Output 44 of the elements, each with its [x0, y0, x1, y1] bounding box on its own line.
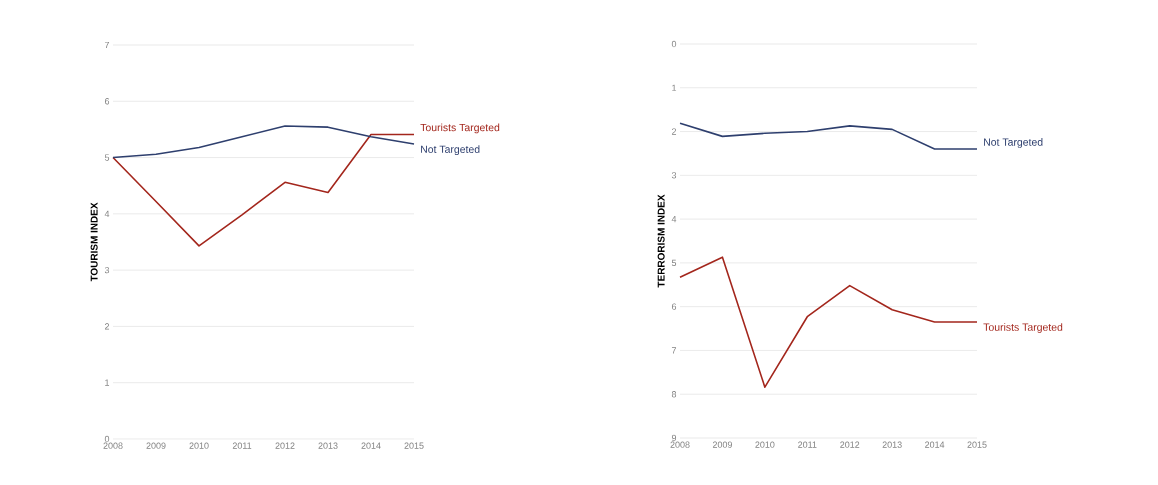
y-tick-label: 3 — [671, 172, 677, 179]
series-label: Tourists Targeted — [420, 123, 500, 134]
x-tick-label: 2013 — [318, 442, 338, 449]
y-tick-label: 0 — [671, 40, 677, 48]
y-tick-label: 5 — [104, 154, 110, 161]
x-tick-label: 2010 — [755, 441, 775, 448]
y-tick-label: 0 — [104, 435, 110, 443]
x-tick-label: 2012 — [275, 442, 295, 449]
x-tick-label: 2012 — [840, 441, 860, 448]
x-tick-label: 2010 — [189, 442, 209, 449]
y-axis-title: TERRORISM INDEX — [657, 194, 665, 288]
y-tick-label: 4 — [104, 210, 110, 217]
y-tick-label: 5 — [671, 259, 677, 267]
y-axis-title: TOURISM INDEX — [90, 202, 98, 282]
line-series — [679, 256, 978, 389]
y-tick-label: 4 — [671, 216, 677, 223]
y-tick-label: 8 — [671, 391, 677, 398]
line-series — [679, 122, 978, 150]
series-label: Not Targeted — [984, 138, 1043, 148]
y-tick-label: 3 — [104, 266, 110, 274]
x-tick-label: 2015 — [967, 441, 987, 448]
x-tick-label: 2011 — [232, 442, 252, 449]
y-tick-label: 7 — [671, 347, 677, 354]
y-tick-label: 2 — [671, 128, 677, 135]
x-tick-label: 2014 — [925, 441, 945, 448]
y-tick-label: 6 — [104, 98, 110, 105]
x-tick-label: 2009 — [146, 442, 166, 449]
y-tick-label: 1 — [672, 84, 677, 91]
x-tick-label: 2013 — [882, 441, 902, 448]
y-tick-label: 7 — [104, 41, 110, 49]
x-tick-label: 2011 — [798, 441, 817, 448]
y-tick-label: 2 — [104, 323, 110, 330]
series-label: Not Targeted — [421, 145, 480, 155]
series-label: Tourists Targeted — [983, 323, 1063, 333]
x-tick-label: 2009 — [712, 441, 732, 448]
y-tick-label: 9 — [671, 434, 677, 442]
x-tick-label: 2008 — [103, 442, 123, 449]
line-series — [112, 125, 415, 159]
x-tick-label: 2015 — [404, 442, 424, 449]
x-tick-label: 2014 — [361, 442, 381, 449]
y-tick-label: 1 — [105, 379, 110, 386]
y-tick-label: 6 — [671, 303, 677, 310]
line-series — [112, 133, 415, 247]
x-tick-label: 2008 — [670, 441, 690, 448]
